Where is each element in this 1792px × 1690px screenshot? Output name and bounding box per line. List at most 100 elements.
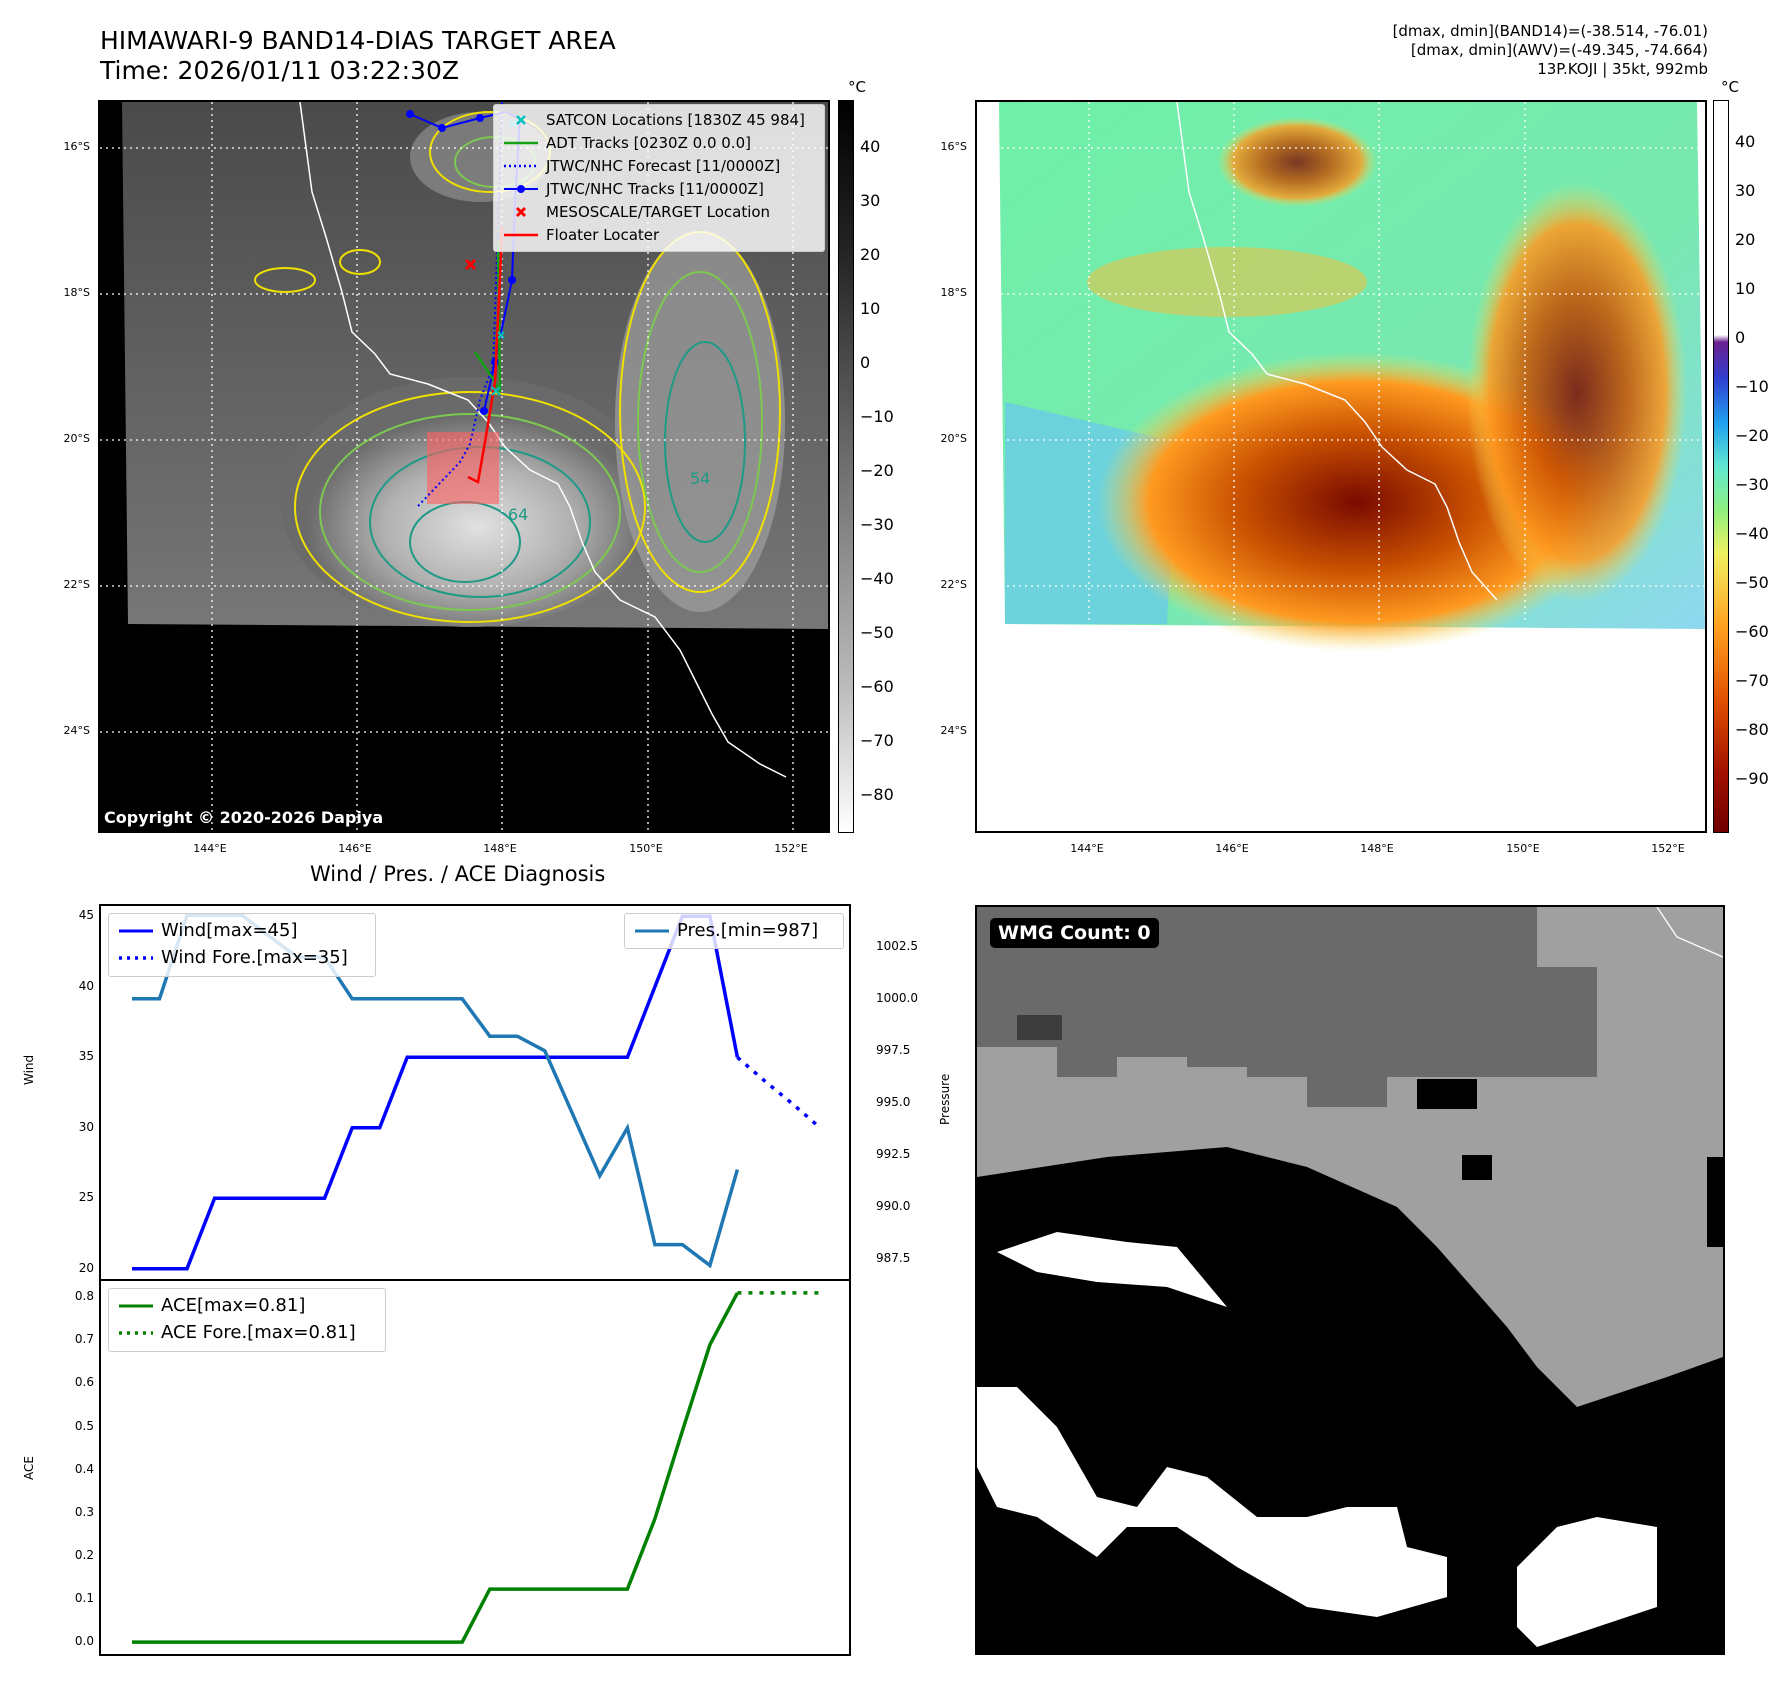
awv-north	[1217, 117, 1377, 207]
blue-line-icon	[119, 929, 153, 933]
pressure-legend: Pres.[min=987]	[624, 913, 844, 949]
info-line-2: [dmax, dmin](AWV)=(-49.345, -74.664)	[1410, 41, 1708, 59]
wind-tick: 45	[78, 908, 94, 923]
info-line-1: [dmax, dmin](BAND14)=(-38.514, -76.01)	[1392, 22, 1708, 40]
pressure-tick: 997.5	[876, 1042, 911, 1057]
legend-label: Floater Locater	[546, 226, 660, 244]
wmg-svg	[977, 907, 1723, 1653]
ace-tick: 0.5	[74, 1418, 94, 1433]
floater-track	[467, 226, 504, 484]
colorbar-tick: −80	[860, 785, 894, 804]
lat-label: 24°S	[940, 724, 967, 737]
ace-tick: 0.3	[74, 1504, 94, 1519]
colorbar-tick: 0	[860, 353, 871, 372]
colorbar-tick: −60	[1735, 622, 1769, 641]
colorbar-tick: 20	[860, 245, 881, 264]
awv-map-svg	[977, 102, 1705, 652]
copyright-text: Copyright © 2020-2026 Dapiya	[104, 808, 384, 827]
lat-label: 22°S	[940, 578, 967, 591]
colorbar-tick: −60	[860, 677, 894, 696]
wmg-black-edge	[1707, 1157, 1723, 1247]
info-line-3: 13P.KOJI | 35kt, 992mb	[1537, 60, 1708, 78]
lat-label: 20°S	[63, 432, 90, 445]
wmg-white-band-2	[977, 1387, 1447, 1617]
pressure-tick: 995.0	[876, 1094, 911, 1109]
colorbar-tick: −80	[1735, 720, 1769, 739]
wind-tick: 35	[78, 1049, 94, 1064]
colorbar-left	[838, 100, 854, 833]
pressure-tick: 1002.5	[876, 938, 918, 953]
ace-tick: 0.4	[74, 1461, 94, 1476]
colorbar-tick: −30	[1735, 475, 1769, 494]
colorbar-tick: −50	[1735, 573, 1769, 592]
wmg-black-patch	[1417, 1079, 1477, 1109]
colorbar-tick: 10	[860, 299, 881, 318]
ace-tick: 0.7	[74, 1332, 94, 1347]
blue-dotted-line-icon	[504, 164, 538, 168]
lon-label: 150°E	[629, 842, 663, 855]
coastline	[299, 102, 787, 778]
legend-label: Pres.[min=987]	[677, 920, 819, 941]
wmg-dark-gray-region	[977, 907, 1597, 1107]
colorbar-tick: −10	[1735, 377, 1769, 396]
wind-forecast-line	[736, 1055, 822, 1130]
pressure-ylabel: Pressure	[938, 1073, 952, 1125]
pressure-tick: 1000.0	[876, 990, 918, 1005]
legend-label: SATCON Locations [1830Z 45 984]	[546, 111, 805, 129]
wind-line	[132, 914, 740, 1271]
contour-label-64: 64	[508, 505, 528, 524]
awv-coastline	[1176, 102, 1498, 601]
steelblue-line-icon	[635, 929, 669, 933]
lat-label: 16°S	[940, 140, 967, 153]
red-x-marker-icon	[515, 206, 527, 218]
lon-label: 152°E	[1651, 842, 1685, 855]
green-line-icon	[119, 1304, 153, 1308]
pressure-tick: 987.5	[876, 1251, 911, 1266]
wmg-panel	[975, 905, 1725, 1655]
green-line-icon	[504, 141, 538, 145]
ace-axes-frame	[99, 1279, 851, 1656]
lon-label: 144°E	[193, 842, 227, 855]
ace-tick: 0.8	[74, 1289, 94, 1304]
contours	[254, 111, 781, 623]
wind-tick: 25	[78, 1190, 94, 1205]
colorbar-tick: 30	[860, 191, 881, 210]
wind-tick: 30	[78, 1119, 94, 1134]
ace-legend: ACE[max=0.81] ACE Fore.[max=0.81]	[108, 1288, 386, 1352]
ace-tick: 0.1	[74, 1590, 94, 1605]
cyan-x-marker-icon	[516, 115, 526, 125]
lon-label: 150°E	[1506, 842, 1540, 855]
colorbar-tick: −70	[860, 731, 894, 750]
wmg-black-patch-2	[1462, 1155, 1492, 1180]
info-block: [dmax, dmin](BAND14)=(-38.514, -76.01) […	[1393, 22, 1708, 79]
ace-line	[132, 1292, 739, 1644]
pressure-tick: 992.5	[876, 1147, 911, 1161]
lat-label: 22°S	[63, 578, 90, 591]
colorbar-tick: −20	[860, 461, 894, 480]
lon-label: 146°E	[338, 842, 372, 855]
legend-label: MESOSCALE/TARGET Location	[546, 203, 771, 221]
map-legend: SATCON Locations [1830Z 45 984] ADT Trac…	[493, 104, 825, 252]
colorbar-tick: −40	[1735, 524, 1769, 543]
legend-label: JTWC/NHC Tracks [11/0000Z]	[546, 180, 764, 198]
colorbar-tick: 40	[1735, 132, 1756, 151]
colorbar-tick: −30	[860, 515, 894, 534]
wmg-coastline	[1656, 907, 1723, 958]
colorbar-right	[1713, 100, 1729, 833]
colorbar-tick: −20	[1735, 426, 1769, 445]
lat-label: 24°S	[63, 724, 90, 737]
colorbar-right-unit: °C	[1721, 78, 1739, 96]
title-line-1: HIMAWARI-9 BAND14-DIAS TARGET AREA	[100, 26, 616, 55]
lon-label: 144°E	[1070, 842, 1104, 855]
colorbar-tick: 10	[1735, 279, 1756, 298]
colorbar-tick: 30	[1735, 181, 1756, 200]
colorbar-tick: −50	[860, 623, 894, 642]
lon-label: 146°E	[1215, 842, 1249, 855]
wind-tick: 20	[78, 1260, 94, 1275]
legend-label: Wind Fore.[max=35]	[161, 947, 348, 968]
colorbar-tick: −10	[860, 407, 894, 426]
wind-legend: Wind[max=45] Wind Fore.[max=35]	[108, 913, 376, 977]
colorbar-left-unit: °C	[848, 78, 866, 96]
colorbar-tick: 20	[1735, 230, 1756, 249]
lat-label: 20°S	[940, 432, 967, 445]
